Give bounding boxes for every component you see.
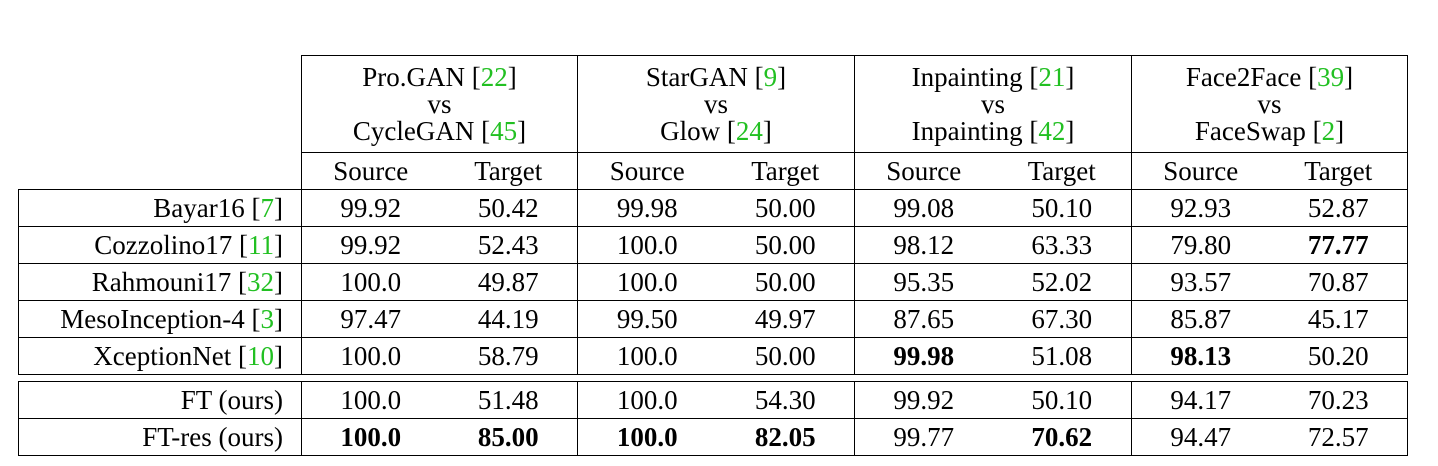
value-cell: 87.65 [854,300,993,338]
value-cell: 94.17 [1131,381,1270,419]
value-cell: 100.0 [301,381,440,419]
value-cell: 44.19 [439,300,578,338]
best-value-cell: 70.62 [992,418,1132,456]
method-name: FT-res (ours) [18,418,302,456]
value-cell: 72.57 [1269,418,1408,456]
citation-link[interactable]: 42 [1038,115,1066,146]
value-cell: 58.79 [439,337,578,375]
value-cell: 50.20 [1269,337,1408,375]
table-row: FT-res (ours) 100.0 85.00 100.0 82.05 99… [18,418,1408,456]
method-name: MesoInception-4 [3] [18,300,302,338]
table-row: Bayar16 [7] 99.92 50.42 99.98 50.00 99.0… [18,189,1408,227]
value-cell: 52.87 [1269,189,1408,227]
best-value-cell: 77.77 [1269,226,1408,264]
source-header: Source [301,152,440,190]
value-cell: 94.47 [1131,418,1270,456]
source-header: Source [1131,152,1270,190]
method-name: XceptionNet [10] [18,337,302,375]
value-cell: 52.43 [439,226,578,264]
best-value-cell: 82.05 [716,418,855,456]
citation-link[interactable]: 45 [490,115,518,146]
value-cell: 100.0 [301,337,440,375]
value-cell: 99.08 [854,189,993,227]
value-cell: 70.87 [1269,263,1408,301]
citation-link[interactable]: 21 [1038,61,1066,92]
corner-cell [19,153,302,190]
value-cell: 99.92 [301,226,440,264]
value-cell: 50.00 [716,337,855,375]
citation-link[interactable]: 24 [735,115,763,146]
target-header: Target [716,152,855,190]
citation-link[interactable]: 22 [480,61,508,92]
table-row: Rahmouni17 [32] 100.0 49.87 100.0 50.00 … [18,263,1408,301]
table-row: Cozzolino17 [11] 99.92 52.43 100.0 50.00… [18,226,1408,264]
citation-link[interactable]: 11 [248,229,274,260]
value-cell: 49.87 [439,263,578,301]
section-gap [19,375,1408,382]
value-cell: 100.0 [577,337,717,375]
value-cell: 50.10 [992,189,1132,227]
citation-link[interactable]: 3 [260,303,275,334]
value-cell: 97.47 [301,300,440,338]
value-cell: 100.0 [577,263,717,301]
table-row: MesoInception-4 [3] 97.47 44.19 99.50 49… [18,300,1408,338]
value-cell: 99.92 [301,189,440,227]
value-cell: 70.23 [1269,381,1408,419]
table-row: FT (ours) 100.0 51.48 100.0 54.30 99.92 … [18,381,1408,419]
table-row: XceptionNet [10] 100.0 58.79 100.0 50.00… [18,337,1408,375]
value-cell: 95.35 [854,263,993,301]
group-header-face2face-faceswap: Face2Face [39] vs FaceSwap [2] [1131,55,1408,153]
value-cell: 50.42 [439,189,578,227]
group-header-inpainting-inpainting: Inpainting [21] vs Inpainting [42] [854,55,1132,153]
method-name: Cozzolino17 [11] [18,226,302,264]
value-cell: 99.92 [854,381,993,419]
value-cell: 98.12 [854,226,993,264]
value-cell: 100.0 [577,226,717,264]
source-header: Source [854,152,993,190]
value-cell: 99.50 [577,300,717,338]
value-cell: 63.33 [992,226,1132,264]
value-cell: 50.00 [716,189,855,227]
citation-link[interactable]: 7 [260,192,275,223]
citation-link[interactable]: 2 [1321,115,1336,146]
value-cell: 50.00 [716,226,855,264]
value-cell: 99.98 [577,189,717,227]
best-value-cell: 85.00 [439,418,578,456]
best-value-cell: 98.13 [1131,337,1270,375]
value-cell: 50.10 [992,381,1132,419]
value-cell: 52.02 [992,263,1132,301]
target-header: Target [1269,152,1408,190]
best-value-cell: 99.98 [854,337,993,375]
citation-link[interactable]: 39 [1317,61,1345,92]
value-cell: 50.00 [716,263,855,301]
value-cell: 51.48 [439,381,578,419]
value-cell: 99.77 [854,418,993,456]
source-header: Source [577,152,717,190]
method-name: Bayar16 [7] [18,189,302,227]
value-cell: 93.57 [1131,263,1270,301]
best-value-cell: 100.0 [301,418,440,456]
results-table: Pro.GAN [22] vs CycleGAN [45] StarGAN [9… [18,55,1408,456]
group-header-progan-cyclegan: Pro.GAN [22] vs CycleGAN [45] [301,55,578,153]
value-cell: 92.93 [1131,189,1270,227]
group-header-stargan-glow: StarGAN [9] vs Glow [24] [577,55,855,153]
value-cell: 85.87 [1131,300,1270,338]
citation-link[interactable]: 9 [763,61,778,92]
value-cell: 79.80 [1131,226,1270,264]
corner-cell [19,56,302,153]
citation-link[interactable]: 32 [247,266,274,297]
method-name: FT (ours) [18,381,302,419]
value-cell: 51.08 [992,337,1132,375]
method-name: Rahmouni17 [32] [18,263,302,301]
value-cell: 45.17 [1269,300,1408,338]
target-header: Target [992,152,1132,190]
target-header: Target [439,152,578,190]
value-cell: 100.0 [577,381,717,419]
best-value-cell: 100.0 [577,418,717,456]
value-cell: 100.0 [301,263,440,301]
value-cell: 49.97 [716,300,855,338]
value-cell: 67.30 [992,300,1132,338]
value-cell: 54.30 [716,381,855,419]
citation-link[interactable]: 10 [247,340,274,371]
